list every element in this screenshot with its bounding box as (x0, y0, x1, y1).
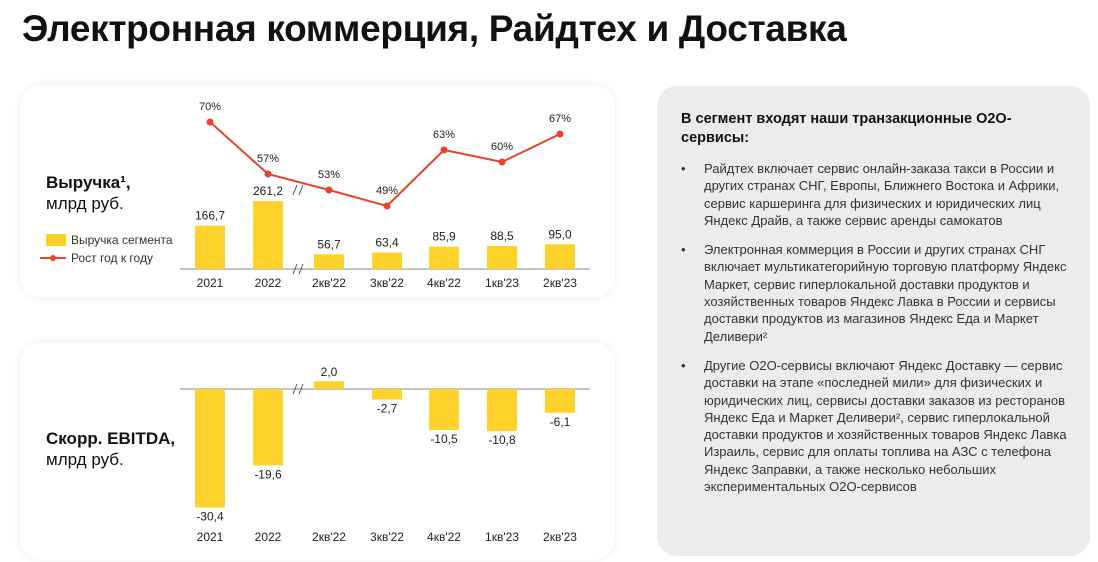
bar (372, 389, 402, 400)
growth-value-label: 67% (549, 113, 571, 125)
legend-bar: Выручка сегмента (46, 233, 173, 247)
legend-bar-label: Выручка сегмента (71, 233, 173, 247)
bar (545, 389, 575, 413)
growth-point (325, 186, 333, 194)
bar (314, 254, 344, 269)
bar (195, 225, 225, 269)
bar (487, 245, 517, 269)
bar-value-label: -10,5 (430, 432, 458, 446)
bar (545, 244, 575, 269)
list-item: Электронная коммерция в России и других … (681, 241, 1068, 345)
bar-value-label: -19,6 (254, 467, 282, 481)
revenue-unit: млрд руб. (46, 194, 124, 213)
growth-value-label: 63% (433, 129, 455, 141)
x-tick-label: 2021 (197, 276, 224, 290)
growth-point (498, 158, 506, 166)
axis-break-icon (292, 383, 304, 395)
growth-point (440, 146, 448, 154)
bar (195, 389, 225, 508)
legend-line: Рост год к году (40, 251, 153, 265)
growth-value-label: 70% (199, 101, 221, 113)
x-tick-label: 4кв'22 (427, 276, 461, 290)
legend-line-label: Рост год к году (71, 251, 153, 265)
growth-point (556, 130, 564, 138)
bar (487, 389, 517, 432)
x-tick-label: 2кв'23 (543, 276, 577, 290)
bar (429, 246, 459, 269)
bar-value-label: 261,2 (253, 184, 283, 198)
x-tick-label: 2022 (255, 530, 282, 544)
segment-description-panel: В сегмент входят наши транзакционные O2O… (657, 86, 1090, 556)
bar (253, 389, 283, 466)
bar-value-label: -2,7 (377, 402, 398, 416)
panel-heading: В сегмент входят наши транзакционные O2O… (681, 111, 1012, 146)
bar-value-label: 88,5 (490, 229, 514, 243)
x-tick-label: 3кв'22 (370, 530, 404, 544)
x-tick-label: 2022 (255, 276, 282, 290)
growth-point (383, 202, 391, 210)
bar (372, 252, 402, 269)
bar-value-label: 2,0 (321, 365, 338, 379)
x-tick-label: 2кв'23 (543, 530, 577, 544)
legend-line-swatch (40, 252, 66, 264)
ebitda-label-main: Скорр. EBITDA, (46, 429, 176, 448)
bar (314, 381, 344, 389)
x-tick-label: 2кв'22 (312, 530, 346, 544)
panel-list: Райдтех включает сервис онлайн-заказа та… (681, 160, 1068, 495)
bar (253, 201, 283, 269)
bar-value-label: 63,4 (375, 236, 399, 250)
bar-value-label: 56,7 (317, 237, 341, 251)
bar-value-label: 95,0 (548, 227, 572, 241)
axis-break-icon (292, 263, 304, 275)
list-item: Райдтех включает сервис онлайн-заказа та… (681, 160, 1068, 229)
x-tick-label: 2кв'22 (312, 276, 346, 290)
ebitda-unit: млрд руб. (46, 450, 124, 469)
bar-value-label: -10,8 (488, 433, 516, 447)
x-tick-label: 1кв'23 (485, 530, 519, 544)
revenue-label-main: Выручка¹, (46, 173, 131, 192)
x-tick-label: 3кв'22 (370, 276, 404, 290)
bar-value-label: -6,1 (550, 415, 571, 429)
bar-value-label: 166,7 (195, 209, 225, 223)
legend-bar-swatch (46, 234, 66, 246)
growth-point (264, 170, 272, 178)
growth-value-label: 60% (491, 141, 513, 153)
bar (429, 389, 459, 430)
growth-value-label: 49% (376, 185, 398, 197)
x-tick-label: 1кв'23 (485, 276, 519, 290)
bar-value-label: -30,4 (196, 510, 224, 524)
list-item: Другие O2O-сервисы включают Яндекс Доста… (681, 357, 1068, 495)
x-tick-label: 2021 (197, 530, 224, 544)
line-break-icon (292, 184, 304, 196)
revenue-label: Выручка¹, млрд руб. (46, 172, 131, 214)
page-title: Электронная коммерция, Райдтех и Доставк… (22, 8, 847, 49)
ebitda-chart-card (20, 342, 615, 560)
growth-point (206, 118, 214, 126)
growth-value-label: 53% (318, 169, 340, 181)
growth-value-label: 57% (257, 153, 279, 165)
x-tick-label: 4кв'22 (427, 530, 461, 544)
bar-value-label: 85,9 (432, 230, 456, 244)
ebitda-label: Скорр. EBITDA, млрд руб. (46, 428, 175, 470)
